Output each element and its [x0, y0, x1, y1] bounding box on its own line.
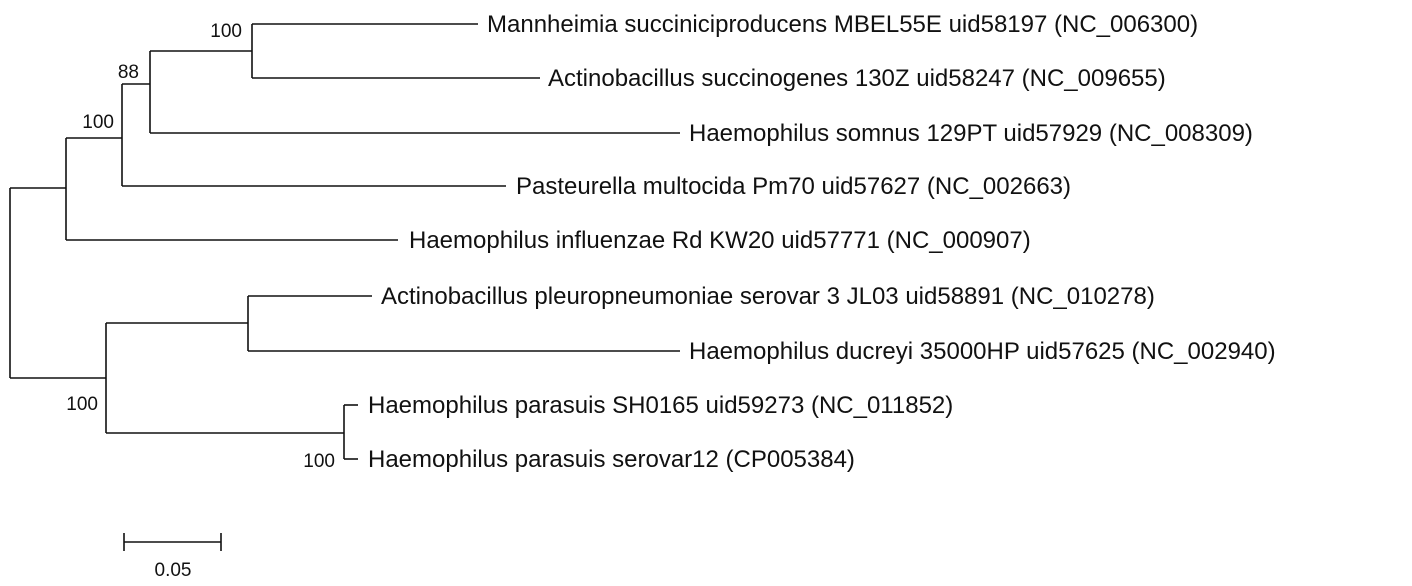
- bootstrap-value: 88: [118, 62, 139, 83]
- bootstrap-value: 100: [303, 451, 335, 472]
- bootstrap-value: 100: [210, 21, 242, 42]
- scale-bar: 0.05: [123, 533, 222, 581]
- taxon-label: Actinobacillus pleuropneumoniae serovar …: [381, 283, 1155, 310]
- taxon-label: Haemophilus somnus 129PT uid57929 (NC_00…: [689, 120, 1253, 147]
- bootstrap-value: 100: [82, 112, 114, 133]
- taxon-label: Haemophilus ducreyi 35000HP uid57625 (NC…: [689, 338, 1276, 365]
- taxon-label: Actinobacillus succinogenes 130Z uid5824…: [548, 65, 1166, 92]
- scale-bar-label: 0.05: [155, 560, 192, 581]
- bootstrap-value: 100: [66, 394, 98, 415]
- taxon-label: Haemophilus parasuis serovar12 (CP005384…: [368, 446, 855, 473]
- taxon-label: Pasteurella multocida Pm70 uid57627 (NC_…: [516, 173, 1071, 200]
- taxon-label: Haemophilus influenzae Rd KW20 uid57771 …: [409, 227, 1031, 254]
- taxon-label: Mannheimia succiniciproducens MBEL55E ui…: [487, 11, 1198, 38]
- taxon-label: Haemophilus parasuis SH0165 uid59273 (NC…: [368, 392, 953, 419]
